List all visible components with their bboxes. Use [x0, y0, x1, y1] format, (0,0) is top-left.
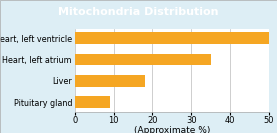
- X-axis label: (Approximate %): (Approximate %): [134, 126, 210, 133]
- Bar: [75, 96, 110, 108]
- Bar: [75, 75, 145, 87]
- Text: Mitochondria Distribution: Mitochondria Distribution: [58, 7, 219, 17]
- Bar: [75, 54, 211, 65]
- Bar: [75, 32, 269, 44]
